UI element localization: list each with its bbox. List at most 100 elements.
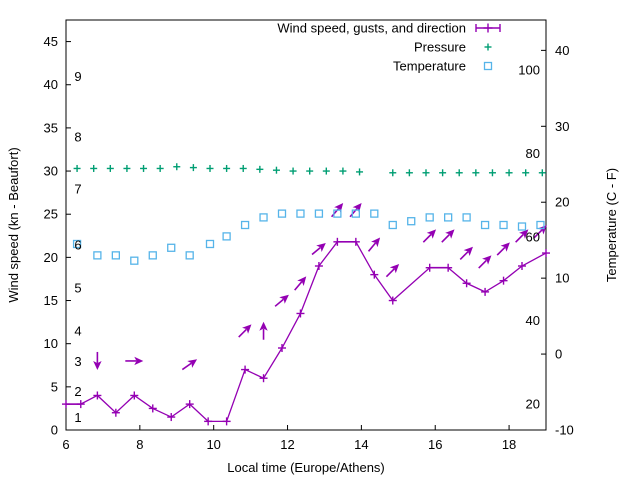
temperature-marker — [462, 213, 471, 222]
temperature-marker — [407, 217, 416, 226]
legend-label: Temperature — [393, 59, 466, 74]
temperature-marker — [333, 209, 342, 218]
beaufort-label: 1 — [74, 410, 81, 425]
beaufort-label: 7 — [74, 181, 81, 196]
temperature-marker — [148, 251, 157, 260]
y-tick-label: 15 — [44, 293, 58, 308]
temperature-marker — [314, 209, 324, 218]
plot-border — [65, 19, 547, 431]
beaufort-label: 5 — [74, 281, 81, 296]
wind-direction-arrow — [515, 229, 529, 243]
y-tick-label: 30 — [44, 164, 58, 179]
beaufort-label: 4 — [74, 324, 81, 339]
temperature-marker — [130, 256, 139, 265]
y-axis-title: Wind speed (kn - Beaufort) — [6, 147, 21, 302]
wind-direction-arrow — [496, 242, 510, 256]
y-tick-label: 0 — [51, 423, 58, 438]
y2-tick-label: 10 — [555, 271, 569, 286]
temperature-marker — [277, 209, 287, 218]
temperature-marker — [185, 251, 194, 260]
temperature-marker — [517, 222, 527, 231]
wind-direction-arrow — [367, 237, 381, 252]
temperature-marker — [425, 213, 434, 222]
fahrenheit-label: 80 — [526, 146, 540, 161]
beaufort-label: 2 — [74, 384, 81, 399]
temperature-marker — [370, 209, 379, 218]
legend-label: Wind speed, gusts, and direction — [277, 21, 466, 36]
legend-square-sample — [483, 61, 493, 71]
y-tick-label: 25 — [44, 207, 58, 222]
temperature-marker — [222, 232, 231, 241]
x-tick-label: 8 — [136, 437, 143, 452]
wind-direction-arrow — [93, 351, 102, 370]
wind-direction-arrow — [311, 242, 326, 256]
beaufort-label: 3 — [74, 354, 81, 369]
y2-axis-title: Temperature (C - F) — [604, 168, 619, 282]
temperature-marker — [536, 220, 545, 230]
y2-tick-label: 20 — [555, 195, 569, 210]
wind-direction-arrow — [238, 324, 252, 338]
wind-direction-arrow — [385, 263, 400, 278]
x-tick-label: 6 — [62, 437, 69, 452]
y-tick-label: 10 — [44, 336, 58, 351]
temperature-marker — [93, 251, 102, 260]
y-tick-label: 40 — [44, 77, 58, 92]
data-series — [62, 163, 550, 426]
temperature-marker — [296, 209, 305, 218]
beaufort-label: 9 — [74, 69, 81, 84]
temperature-marker — [388, 220, 397, 230]
y-tick-label: 5 — [51, 379, 58, 394]
x-axis-title: Local time (Europe/Athens) — [227, 460, 385, 475]
y2-tick-label: 0 — [555, 347, 562, 362]
wind-direction-arrow — [441, 229, 455, 243]
temperature-marker — [72, 239, 82, 249]
chart-legend: Wind speed, gusts, and direction Pressure… — [277, 21, 501, 74]
x-tick-label: 18 — [502, 437, 516, 452]
temperature-marker — [499, 220, 508, 230]
temperature-marker — [240, 220, 250, 230]
fahrenheit-label: 60 — [526, 229, 540, 244]
wind-direction-arrow — [181, 359, 198, 371]
temperature-marker — [351, 209, 360, 218]
wind-direction-arrow — [274, 294, 289, 307]
temperature-marker — [259, 213, 268, 222]
legend-item: Wind speed, gusts, and direction — [277, 21, 501, 36]
legend-item: Pressure — [414, 40, 492, 55]
wind-direction-arrow — [422, 229, 437, 243]
y-tick-label: 45 — [44, 34, 58, 49]
wind-direction-arrow — [125, 356, 144, 366]
temperature-marker — [111, 251, 120, 260]
x-tick-label: 12 — [280, 437, 294, 452]
fahrenheit-label: 100 — [518, 62, 540, 77]
wind-direction-arrow — [478, 255, 492, 269]
series-3 — [72, 209, 545, 265]
wind-direction-arrow — [259, 321, 268, 340]
y2-tick-label: -10 — [555, 423, 574, 438]
x-tick-label: 16 — [428, 437, 442, 452]
temperature-marker — [480, 220, 490, 230]
y-tick-label: 20 — [44, 250, 58, 265]
temperature-marker — [167, 243, 176, 252]
series-2 — [73, 163, 546, 177]
wind-speed-line — [66, 241, 547, 423]
temperature-marker — [205, 239, 215, 249]
x-tick-label: 10 — [206, 437, 220, 452]
beaufort-label: 6 — [74, 237, 81, 252]
y2-tick-label: 30 — [555, 119, 569, 134]
temperature-marker — [444, 213, 453, 222]
beaufort-label: 8 — [74, 130, 81, 145]
fahrenheit-label: 40 — [526, 313, 540, 328]
y-tick-label: 35 — [44, 120, 58, 135]
series-1 — [62, 203, 550, 426]
axes — [65, 19, 547, 431]
wind-direction-arrow — [294, 276, 307, 291]
legend-label: Pressure — [414, 40, 466, 55]
legend-item: Temperature — [393, 59, 493, 74]
y2-tick-label: 40 — [555, 43, 569, 58]
wind-direction-arrow — [459, 246, 473, 260]
x-tick-label: 14 — [354, 437, 368, 452]
fahrenheit-label: 20 — [526, 396, 540, 411]
